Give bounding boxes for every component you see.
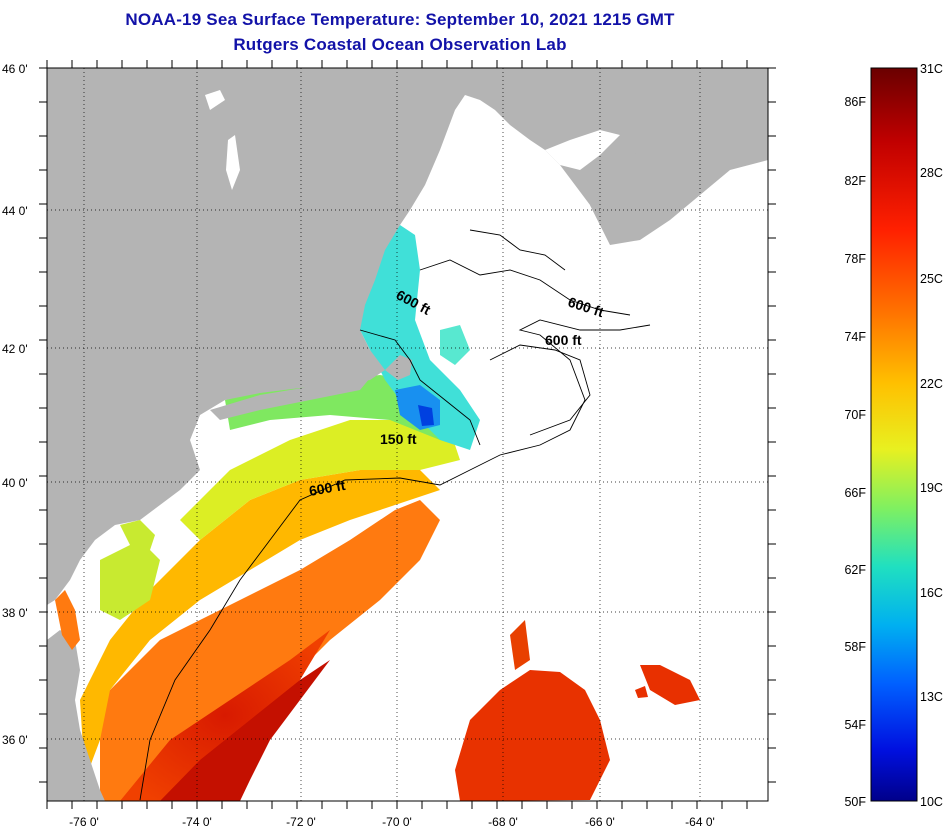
colorbar-c-label: 31C bbox=[920, 62, 943, 76]
colorbar-c-label: 22C bbox=[920, 377, 943, 391]
lat-label: 40 0' bbox=[2, 476, 28, 490]
map-frame bbox=[46, 67, 769, 802]
colorbar-f-label: 62F bbox=[844, 563, 866, 577]
land-long-island bbox=[210, 378, 370, 420]
lat-label: 44 0' bbox=[2, 204, 28, 218]
colorbar-c-label: 16C bbox=[920, 586, 943, 600]
lon-label: -74 0' bbox=[182, 815, 212, 829]
contour-label-600ft: 600 ft bbox=[545, 332, 582, 348]
colorbar-f-label: 50F bbox=[844, 795, 866, 809]
land-cape-cod bbox=[385, 355, 412, 380]
lon-label: -70 0' bbox=[382, 815, 412, 829]
colorbar-fahrenheit-labels: 86F 82F 78F 74F 70F 66F 62F 58F 54F 50F bbox=[844, 95, 866, 809]
lat-label: 36 0' bbox=[2, 733, 28, 747]
shelf-yellow-green bbox=[180, 420, 460, 540]
map-title: NOAA-19 Sea Surface Temperature: Septemb… bbox=[125, 10, 675, 29]
colorbar-f-label: 86F bbox=[844, 95, 866, 109]
colorbar-f-label: 74F bbox=[844, 330, 866, 344]
colorbar-c-label: 28C bbox=[920, 166, 943, 180]
shelf-orange bbox=[100, 500, 440, 801]
gulf-stream-eddy bbox=[455, 670, 610, 801]
bathymetry-contours bbox=[139, 229, 651, 801]
lon-label: -76 0' bbox=[69, 815, 99, 829]
colorbar-c-label: 13C bbox=[920, 690, 943, 704]
colorbar-f-label: 58F bbox=[844, 640, 866, 654]
lat-label: 42 0' bbox=[2, 342, 28, 356]
land-nova-scotia bbox=[590, 100, 745, 230]
colorbar-f-label: 66F bbox=[844, 486, 866, 500]
colorbar-f-label: 70F bbox=[844, 408, 866, 422]
lat-lon-grid bbox=[47, 68, 768, 801]
lon-label: -72 0' bbox=[286, 815, 316, 829]
colorbar-c-label: 19C bbox=[920, 481, 943, 495]
land-north-america bbox=[47, 68, 768, 605]
lat-label: 46 0' bbox=[2, 62, 28, 76]
lon-label: -64 0' bbox=[685, 815, 715, 829]
colorbar-c-label: 10C bbox=[920, 795, 943, 809]
contour-label-150ft: 150 ft bbox=[380, 431, 417, 447]
delaware-bay bbox=[120, 520, 155, 550]
lon-label: -68 0' bbox=[488, 815, 518, 829]
contour-label-600ft: 600 ft bbox=[308, 477, 347, 499]
colorbar-f-label: 78F bbox=[844, 252, 866, 266]
shelf-yellow bbox=[80, 470, 440, 780]
lon-label: -66 0' bbox=[585, 815, 615, 829]
warm-core bbox=[120, 630, 330, 801]
chesapeake-bay bbox=[55, 590, 80, 650]
colorbar-celsius-labels: 31C 28C 25C 22C 19C 16C 13C 10C bbox=[920, 62, 943, 809]
colorbar-f-label: 54F bbox=[844, 718, 866, 732]
longitude-labels: -76 0' -74 0' -72 0' -70 0' -68 0' -66 0… bbox=[69, 815, 715, 829]
latitude-labels: 46 0' 44 0' 42 0' 40 0' 38 0' 36 0' bbox=[2, 62, 28, 747]
gulf-of-maine-cyan bbox=[360, 225, 480, 450]
colorbar-f-label: 82F bbox=[844, 174, 866, 188]
temperature-colorbar bbox=[870, 67, 918, 802]
lat-label: 38 0' bbox=[2, 606, 28, 620]
land-virginia-carolina bbox=[47, 630, 105, 801]
map-subtitle: Rutgers Coastal Ocean Observation Lab bbox=[233, 35, 567, 54]
colorbar-c-label: 25C bbox=[920, 272, 943, 286]
